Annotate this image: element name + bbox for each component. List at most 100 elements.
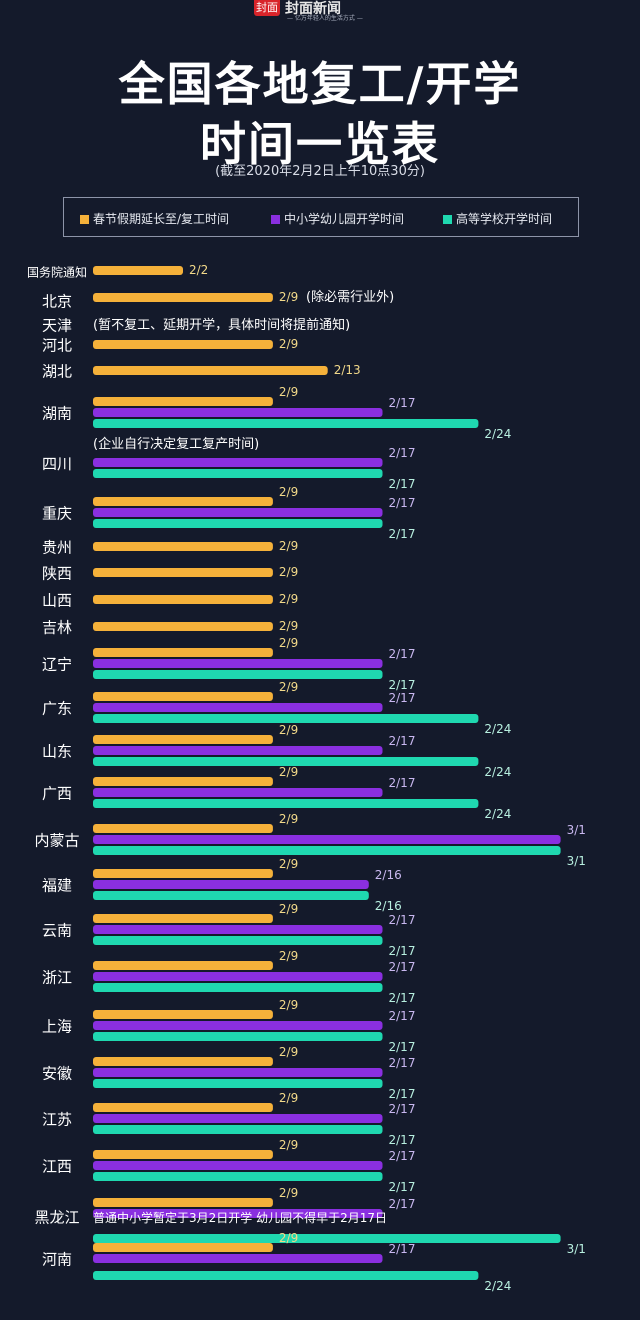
region-label: 广西 [42,785,72,803]
bar [93,880,369,889]
bar [93,1254,383,1263]
region-label: 江苏 [42,1111,72,1129]
bar [93,497,273,506]
subtitle: (截至2020年2月2日上午10点30分) [215,164,425,179]
title-line-2: 时间一览表 [200,117,440,171]
data-label: 2/2 [189,263,208,277]
data-label: 2/17 [389,1056,416,1070]
data-label: 2/17 [389,527,416,541]
bar [93,408,383,417]
region-label: 云南 [42,922,72,940]
data-label: 2/9 [279,385,298,399]
legend-item-holiday: 春节假期延长至/复工时间 [80,210,229,227]
data-label: 2/17 [389,396,416,410]
region-label: 贵州 [42,539,72,557]
bar [93,1198,273,1207]
legend-item-university: 高等学校开学时间 [443,210,552,227]
logo-name: 封面新闻 [285,1,341,17]
bar [93,1271,479,1280]
data-label: 2/13 [334,363,361,377]
bar [93,1103,273,1112]
region-label: 福建 [42,877,72,895]
region-label: 黑龙江 [34,1209,79,1227]
region-label: 内蒙古 [34,832,79,850]
header: 封面 封面新闻 — 亿万年轻人的生活方式 — 全国各地复工/开学 时间一览表 (… [0,0,640,200]
data-label: 3/1 [567,823,586,837]
bar [93,670,383,679]
legend-swatch-school [271,215,280,224]
bar [93,869,273,878]
data-label: 2/17 [389,1009,416,1023]
bar [93,1010,273,1019]
data-label: 2/17 [389,1040,416,1054]
data-label: 2/17 [389,477,416,491]
region-label: 广东 [42,700,72,718]
data-label: 2/9 [279,857,298,871]
note-text: (暂不复工、延期开学，具体时间将提前通知) [93,317,350,333]
data-label: 2/17 [389,944,416,958]
bar [93,508,383,517]
bar [93,1161,383,1170]
bar [93,824,273,833]
bar [93,1125,383,1134]
bar [93,1032,383,1041]
bar [93,777,273,786]
bar [93,1114,383,1123]
logo-slogan: — 亿万年轻人的生活方式 — [287,15,363,22]
bar [93,1079,383,1088]
data-label: 2/9 [279,565,298,579]
data-label: 2/9 [279,1091,298,1105]
data-label: 2/9 [279,1186,298,1200]
bar [93,925,383,934]
data-label: 2/17 [389,913,416,927]
bar [93,542,273,551]
region-label: 山东 [42,743,72,761]
bar [93,936,383,945]
bar-chart: 国务院通知 2/2 北京 2/9 (除必需行业外) 天津 (暂不复工、延期开学，具体时间将提… [27,263,586,1293]
bar [93,703,383,712]
data-label: 2/9 [279,337,298,351]
region-label: 国务院通知 [27,265,87,280]
data-label: 2/17 [389,496,416,510]
bar [93,469,383,478]
data-label: 2/24 [484,427,511,441]
bar [93,340,273,349]
region-label: 吉林 [42,619,72,637]
data-label: 2/16 [375,899,402,913]
data-label: 2/24 [484,807,511,821]
region-label: 北京 [42,293,72,311]
region-label: 湖北 [42,363,72,381]
legend-label-holiday: 春节假期延长至/复工时间 [93,212,230,226]
data-label: 2/17 [389,691,416,705]
data-label: 2/9 [279,1138,298,1152]
bar [93,659,383,668]
title-line-1: 全国各地复工/开学 [118,57,522,111]
bar [93,914,273,923]
data-label: 2/17 [389,1197,416,1211]
bar [93,568,273,577]
data-label: 2/17 [389,678,416,692]
data-label: 2/9 [279,998,298,1012]
data-label: 2/9 [279,680,298,694]
data-label: 2/17 [389,960,416,974]
note-text: (除必需行业外) [306,290,394,305]
data-label: 2/9 [279,539,298,553]
legend-item-school: 中小学幼儿园开学时间 [271,210,404,227]
region-label: 上海 [42,1018,72,1036]
bar [93,622,273,631]
legend-label-school: 中小学幼儿园开学时间 [284,212,405,226]
region-label: 辽宁 [42,656,72,674]
bar [93,648,273,657]
bar [93,397,273,406]
data-label: 2/24 [484,765,511,779]
data-label: 2/17 [389,446,416,460]
data-label: 2/17 [389,1149,416,1163]
region-label: 湖南 [42,405,72,423]
bar [93,1068,383,1077]
data-label: 2/24 [484,722,511,736]
bar [93,519,383,528]
data-label: 2/9 [279,812,298,826]
legend-swatch-university [443,215,452,224]
bar [93,595,273,604]
data-label: 2/17 [389,991,416,1005]
